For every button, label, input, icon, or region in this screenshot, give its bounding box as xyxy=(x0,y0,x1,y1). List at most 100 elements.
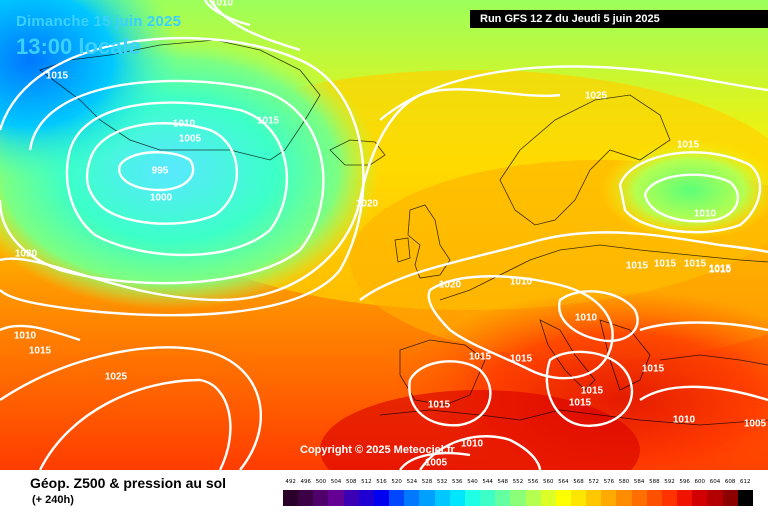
scale-color-swatch xyxy=(404,490,419,506)
scale-value-label: 560 xyxy=(541,479,556,489)
isobar-label: 1010 xyxy=(673,415,695,426)
isobar-label: 1010 xyxy=(575,313,597,324)
scale-value-label: 588 xyxy=(647,479,662,489)
scale-color-swatch xyxy=(465,490,480,506)
scale-value-label: 516 xyxy=(374,479,389,489)
isobar-label: 1005 xyxy=(179,134,201,145)
scale-value-label: 544 xyxy=(480,479,495,489)
scale-value-label: 528 xyxy=(419,479,434,489)
scale-value-label: 596 xyxy=(677,479,692,489)
scale-color-swatch xyxy=(328,490,343,506)
scale-value-label: 584 xyxy=(632,479,647,489)
scale-color-swatch xyxy=(571,490,586,506)
scale-value-label: 496 xyxy=(298,479,313,489)
scale-color-swatch xyxy=(283,490,298,506)
isobar-label: 1025 xyxy=(585,91,607,102)
scale-value-label: 564 xyxy=(556,479,571,489)
scale-color-swatch xyxy=(707,490,722,506)
isobar-label: 1010 xyxy=(510,277,532,288)
scale-value-label: 492 xyxy=(283,479,298,489)
forecast-local-time: 13:00 locale xyxy=(16,34,141,60)
scale-color-swatch xyxy=(298,490,313,506)
scale-value-label: 556 xyxy=(526,479,541,489)
scale-value-label: 540 xyxy=(465,479,480,489)
scale-value-label: 576 xyxy=(601,479,616,489)
forecast-date: Dimanche 15 juin 2025 xyxy=(16,13,181,30)
scale-color-swatch xyxy=(374,490,389,506)
scale-color-swatch xyxy=(495,490,510,506)
scale-value-label: 592 xyxy=(662,479,677,489)
scale-value-label: 548 xyxy=(495,479,510,489)
isobar-label: 1025 xyxy=(105,372,127,383)
isobar-label: 1015 xyxy=(581,386,603,397)
isobar-label: 1015 xyxy=(677,140,699,151)
scale-color-swatch xyxy=(435,490,450,506)
scale-value-label: 580 xyxy=(616,479,631,489)
scale-value-label: 604 xyxy=(707,479,722,489)
scale-color-swatch xyxy=(419,490,434,506)
isobar-label: 1015 xyxy=(428,400,450,411)
geopotential-map xyxy=(0,0,768,470)
isobar-label: 1015 xyxy=(684,259,706,270)
scale-color-swatch xyxy=(480,490,495,506)
scale-value-label: 500 xyxy=(313,479,328,489)
scale-color-swatch xyxy=(632,490,647,506)
legend-lead-time: (+ 240h) xyxy=(32,494,74,506)
scale-value-label: 600 xyxy=(692,479,707,489)
scale-color-swatch xyxy=(359,490,374,506)
scale-value-label: 508 xyxy=(344,479,359,489)
isobar-label: 1020 xyxy=(439,280,461,291)
scale-color-swatch xyxy=(738,490,753,506)
scale-color-swatch xyxy=(510,490,525,506)
legend-title: Géop. Z500 & pression au sol xyxy=(30,475,226,491)
legend-panel: Géop. Z500 & pression au sol (+ 240h) 49… xyxy=(0,470,768,512)
isobar-label: 1015 xyxy=(642,364,664,375)
scale-color-swatch xyxy=(389,490,404,506)
isobar-label: 1020 xyxy=(15,249,37,260)
scale-value-label: 608 xyxy=(723,479,738,489)
isobar-label: 1005 xyxy=(744,419,766,430)
isobar-label: 1010 xyxy=(694,209,716,220)
scale-color-swatch xyxy=(601,490,616,506)
scale-color-swatch xyxy=(541,490,556,506)
isobar-label: 1015 xyxy=(626,261,648,272)
color-scale-values: 492 496 500 504 508 512 516 520 524 528 532 536 540 5… xyxy=(283,479,753,489)
scale-color-swatch xyxy=(450,490,465,506)
scale-value-label: 568 xyxy=(571,479,586,489)
scale-value-label: 612 xyxy=(738,479,753,489)
isobar-label: 1015 xyxy=(510,354,532,365)
scale-color-swatch xyxy=(586,490,601,506)
isobar-label: 1015 xyxy=(29,346,51,357)
isobar-label: 1010 xyxy=(173,119,195,130)
color-scale-bar xyxy=(283,490,753,506)
isobar-label: 1005 xyxy=(425,458,447,469)
scale-value-label: 512 xyxy=(359,479,374,489)
scale-color-swatch xyxy=(647,490,662,506)
scale-value-label: 504 xyxy=(328,479,343,489)
isobar-label: 1020 xyxy=(356,199,378,210)
isobar-label: 1000 xyxy=(150,193,172,204)
scale-color-swatch xyxy=(662,490,677,506)
isobar-label: 1015 xyxy=(46,71,68,82)
isobar-label: 1010 xyxy=(461,439,483,450)
model-run-label: Run GFS 12 Z du Jeudi 5 juin 2025 xyxy=(470,10,768,28)
scale-value-label: 532 xyxy=(435,479,450,489)
scale-color-swatch xyxy=(723,490,738,506)
scale-color-swatch xyxy=(556,490,571,506)
isobar-label: 1010 xyxy=(14,331,36,342)
isobar-label: 1015 xyxy=(569,398,591,409)
scale-color-swatch xyxy=(313,490,328,506)
scale-color-swatch xyxy=(677,490,692,506)
scale-value-label: 520 xyxy=(389,479,404,489)
scale-color-swatch xyxy=(616,490,631,506)
scale-color-swatch xyxy=(692,490,707,506)
scale-color-swatch xyxy=(526,490,541,506)
isobar-label: 1015 xyxy=(257,116,279,127)
scale-color-swatch xyxy=(344,490,359,506)
scale-value-label: 536 xyxy=(450,479,465,489)
copyright-notice: Copyright © 2025 Meteociel.fr xyxy=(300,444,455,456)
isobar-label: 1010 xyxy=(211,0,233,9)
scale-value-label: 524 xyxy=(404,479,419,489)
isobar-label: 1015 xyxy=(469,352,491,363)
isobar-label: 1015 xyxy=(654,259,676,270)
